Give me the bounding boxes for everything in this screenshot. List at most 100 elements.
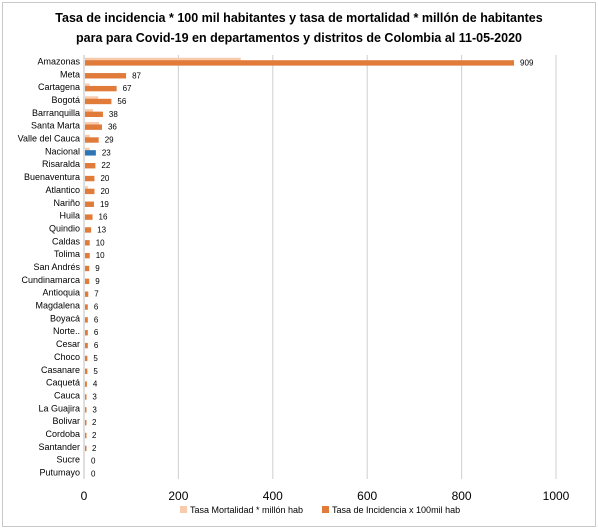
data-label: 87: [132, 71, 141, 80]
category-label: San Andrés: [33, 262, 80, 272]
data-label: 16: [99, 213, 108, 222]
data-label: 6: [94, 328, 99, 337]
category-label: Norte..: [53, 326, 80, 336]
incidence-bar: [85, 163, 96, 169]
data-label: 6: [94, 315, 99, 324]
data-label: 3: [92, 405, 97, 414]
incidence-bar: [85, 304, 88, 310]
data-label: 20: [100, 187, 109, 196]
category-label: Magdalena: [35, 301, 80, 311]
category-label: Choco: [54, 352, 80, 362]
legend-label-incidence: Tasa de Incidencia x 100mil hab: [332, 505, 460, 515]
category-label: Caquetá: [46, 378, 80, 388]
category-label: Putumayo: [39, 468, 80, 478]
x-tick-label: 600: [357, 489, 377, 503]
category-label: Huila: [59, 211, 80, 221]
data-label: 20: [100, 174, 109, 183]
incidence-bar: [85, 60, 515, 66]
category-label: Buenaventura: [24, 172, 80, 182]
incidence-bar: [85, 98, 112, 105]
incidence-bar: [85, 214, 93, 220]
incidence-bar: [85, 252, 90, 259]
incidence-bar: [85, 124, 102, 130]
data-label: 5: [93, 367, 98, 376]
category-label: Nacional: [45, 146, 80, 156]
data-label: 0: [91, 470, 96, 479]
category-label: Casanare: [41, 365, 80, 375]
data-label: 22: [101, 161, 110, 170]
x-tick-label: 400: [263, 489, 283, 503]
incidence-bar: [85, 111, 103, 118]
data-label: 29: [105, 136, 114, 145]
category-label: Quindio: [49, 223, 80, 233]
category-label: Nariño: [53, 198, 80, 208]
data-label: 19: [100, 200, 109, 209]
data-label: 4: [93, 380, 98, 389]
chart-title-line1: Tasa de incidencia * 100 mil habitantes …: [55, 11, 543, 25]
data-label: 6: [94, 303, 99, 312]
legend-label-mortality: Tasa Mortalidad * millón hab: [190, 505, 303, 515]
data-label: 9: [95, 264, 100, 273]
incidence-bar: [85, 265, 90, 272]
data-label: 7: [94, 290, 99, 299]
x-tick-label: 200: [168, 489, 188, 503]
data-label: 23: [102, 148, 111, 157]
legend-swatch-mortality: [180, 506, 187, 513]
incidence-bar: [85, 73, 127, 79]
incidence-bar: [85, 432, 87, 439]
incidence-bar: [85, 291, 89, 297]
category-label: Barranquilla: [32, 108, 80, 118]
data-label: 5: [93, 354, 98, 363]
category-label: Cauca: [54, 390, 80, 400]
category-label: Risaralda: [42, 159, 80, 169]
data-label: 10: [96, 251, 105, 260]
incidence-bar: [85, 137, 99, 143]
x-tick-label: 0: [81, 489, 88, 503]
data-label: 56: [117, 97, 126, 106]
incidence-bar: [85, 445, 87, 452]
category-label: Tolima: [54, 249, 80, 259]
incidence-bar: [85, 175, 95, 182]
data-label: 2: [92, 431, 97, 440]
incidence-bar: [85, 330, 88, 336]
data-label: 2: [92, 444, 97, 453]
incidence-bar: [85, 85, 117, 92]
data-label: 38: [109, 110, 118, 119]
chart-title-line2: para para Covid-19 en departamentos y di…: [76, 31, 522, 45]
category-label: Bogotá: [51, 95, 80, 105]
category-label: Caldas: [52, 236, 81, 246]
data-label: 909: [520, 58, 534, 67]
data-label: 67: [123, 84, 132, 93]
incidence-bar: [85, 368, 88, 374]
data-label: 13: [97, 225, 106, 234]
data-label: 9: [95, 277, 100, 286]
category-label: La Guajira: [38, 403, 80, 413]
legend-swatch-incidence: [322, 506, 329, 513]
incidence-bar: [85, 240, 90, 246]
x-tick-label: 1000: [543, 489, 570, 503]
incidence-bar: [85, 201, 94, 207]
data-label: 2: [92, 418, 97, 427]
incidence-bar: [85, 278, 90, 285]
incidence-bar: [85, 407, 87, 413]
category-label: Antioquia: [42, 288, 80, 298]
x-tick-label: 800: [452, 489, 472, 503]
category-label: Cordoba: [45, 429, 80, 439]
data-label: 3: [92, 392, 97, 401]
data-label: 0: [91, 457, 96, 466]
category-label: Atlantico: [45, 185, 80, 195]
category-label: Bolivar: [52, 416, 80, 426]
category-label: Amazonas: [37, 56, 80, 66]
category-label: Cartagena: [38, 82, 80, 92]
category-label: Boyacá: [50, 313, 80, 323]
incidence-bar: [85, 227, 92, 233]
incidence-bar: [85, 150, 96, 156]
incidence-bar: [85, 188, 95, 195]
category-label: Santander: [38, 442, 80, 452]
category-label: Cundinamarca: [21, 275, 80, 285]
incidence-bar: [85, 342, 88, 349]
category-label: Meta: [60, 69, 80, 79]
category-label: Cesar: [56, 339, 80, 349]
data-label: 36: [108, 123, 117, 132]
